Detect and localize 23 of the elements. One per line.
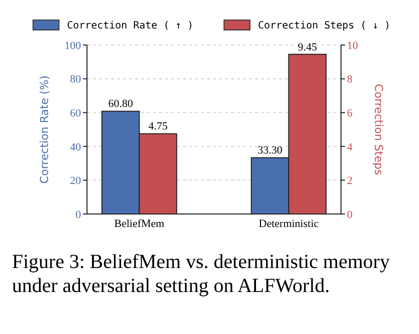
y2-tick-label: 0 — [347, 208, 353, 221]
y-tick-label: 20 — [70, 175, 82, 188]
y2-axis-title: Correction Steps — [372, 84, 385, 176]
y-tick-label: 60 — [70, 107, 82, 120]
data-label: 9.45 — [298, 41, 318, 54]
legend-label: Correction Rate ( ↑ ) — [67, 20, 194, 32]
y2-tick-label: 6 — [347, 107, 353, 120]
y2-tick-label: 8 — [347, 74, 353, 86]
y2-tick-label: 2 — [347, 175, 352, 188]
y-tick-label: 80 — [70, 74, 82, 86]
data-label: 60.80 — [108, 98, 134, 110]
y-axis-title: Correction Rate (%) — [38, 75, 51, 184]
data-label: 4.75 — [148, 120, 168, 133]
x-tick-label: Deterministic — [258, 218, 319, 230]
y2-tick-label: 4 — [347, 141, 353, 154]
x-tick-label: BeliefMem — [114, 218, 165, 230]
caption: Figure 3: BeliefMem vs. deterministic memory under adversarial setting on ALFWorld. — [12, 251, 390, 297]
y2-tick-label: 10 — [347, 40, 358, 52]
y-tick-label: 0 — [76, 208, 82, 221]
y-tick-label: 40 — [70, 141, 82, 154]
legend-label: Correction Steps ( ↓ ) — [258, 20, 390, 32]
y-tick-label: 100 — [64, 40, 82, 52]
data-label: 33.30 — [258, 144, 283, 157]
